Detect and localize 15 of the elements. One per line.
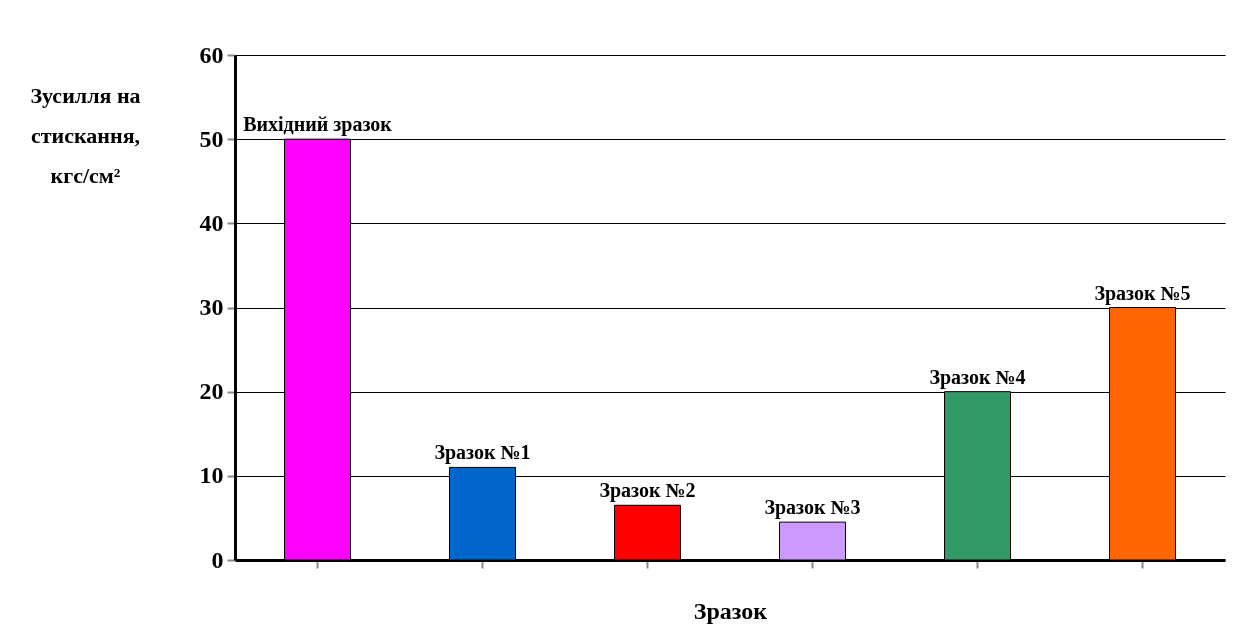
x-tick-label: Вихідний зразок	[243, 113, 393, 137]
x-tick-label: Зразок №2	[599, 479, 696, 503]
x-tick-label: Зразок №1	[434, 441, 531, 465]
y-tick-label: 40	[199, 209, 224, 236]
y-tick-label: 50	[199, 125, 224, 152]
y-tick-label: 30	[199, 294, 224, 320]
x-axis-title: Зразок	[693, 597, 768, 624]
x-tick-label: Зразок №3	[764, 496, 861, 520]
y-tick-label: 10	[199, 462, 224, 489]
y-tick-label: 60	[199, 41, 224, 68]
y-tick-label: 0	[211, 546, 224, 573]
y-axis-title: Зусилля на стискання, кгс/см²	[30, 82, 141, 188]
x-tick-label: Зразок №4	[929, 365, 1026, 389]
x-tick-label: Зразок №5	[1094, 281, 1191, 305]
y-tick-label: 20	[199, 378, 224, 405]
